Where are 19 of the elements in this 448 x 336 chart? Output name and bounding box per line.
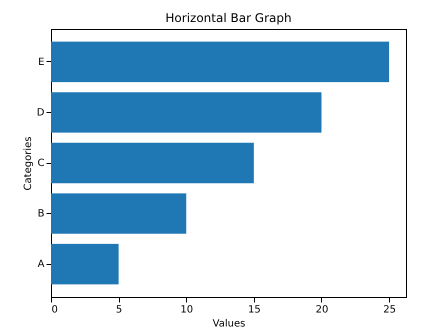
x-tick-label: 0 xyxy=(52,304,58,316)
bar xyxy=(51,244,119,284)
x-tick-label: 15 xyxy=(248,304,261,316)
y-tick-label: D xyxy=(36,107,45,118)
y-tick-label: A xyxy=(38,259,45,270)
bar xyxy=(51,142,254,184)
bar xyxy=(51,193,186,234)
y-tick-label: C xyxy=(38,158,45,169)
y-tick-label: E xyxy=(38,56,44,68)
y-tick-label: B xyxy=(38,208,45,220)
x-tick-label: 25 xyxy=(383,304,396,316)
chart-title: Horizontal Bar Graph xyxy=(165,11,292,25)
x-tick-label: 10 xyxy=(180,304,194,316)
x-axis-title: Values xyxy=(212,318,246,330)
x-tick-label: 20 xyxy=(316,304,328,316)
y-axis-title: Categories xyxy=(22,136,34,190)
x-tick-label: 5 xyxy=(116,304,122,316)
bar xyxy=(51,92,322,133)
bar xyxy=(51,42,390,82)
